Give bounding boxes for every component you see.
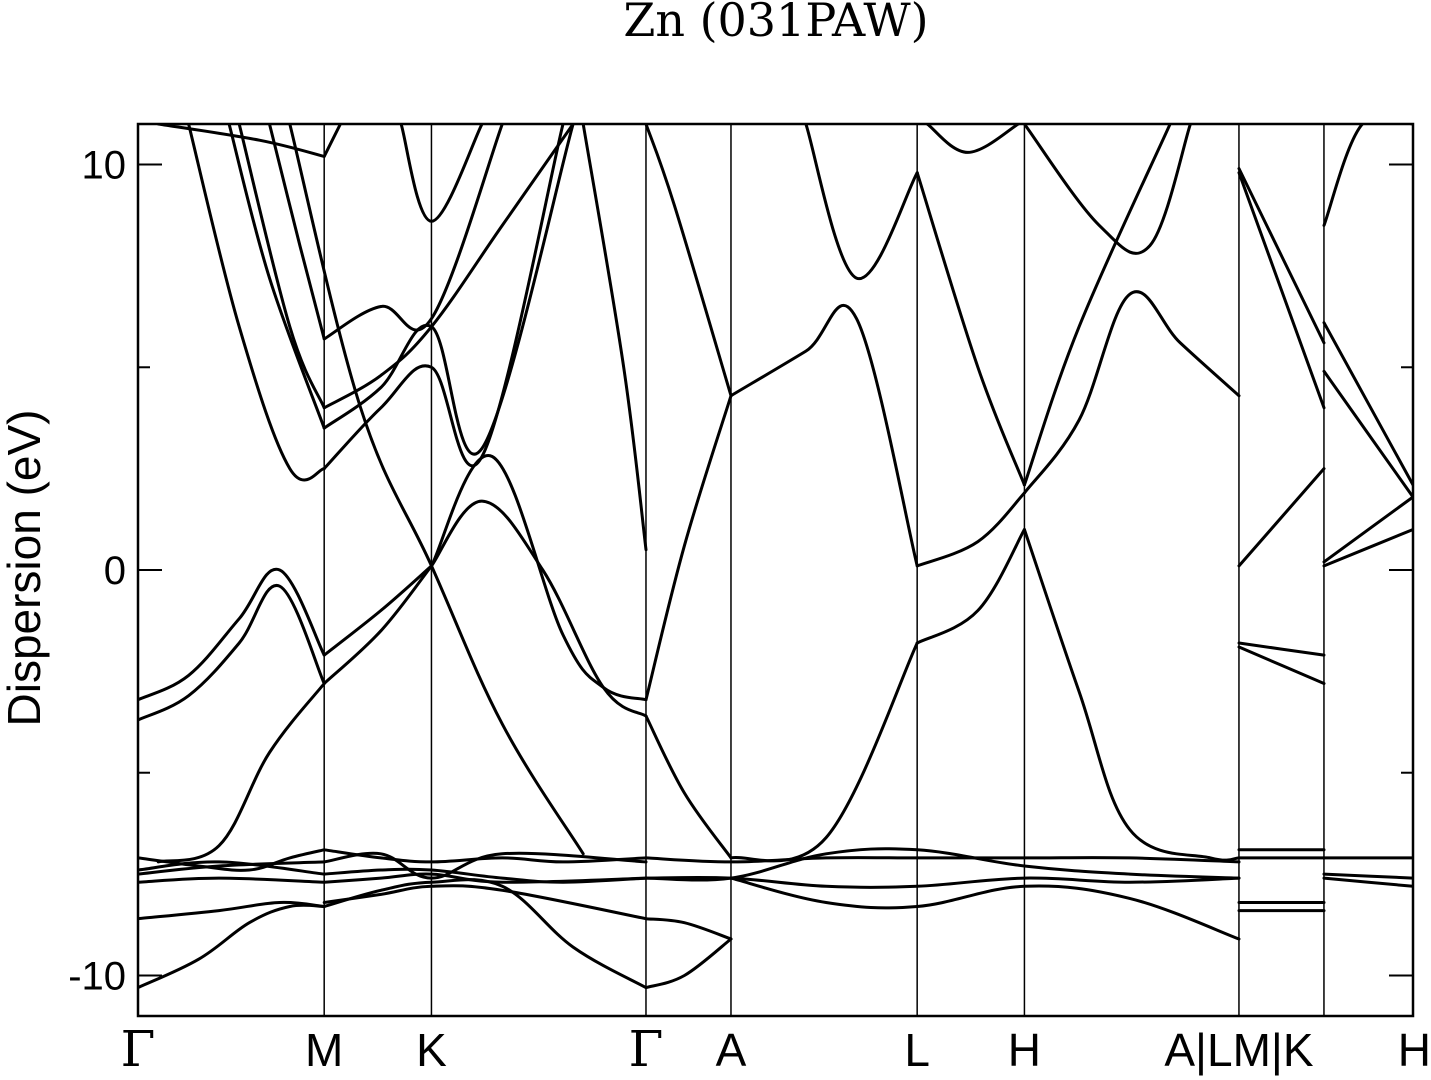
- kpoint-label-8: H: [1398, 1024, 1431, 1076]
- kpoint-label-1: M: [305, 1024, 343, 1076]
- band-line-43: [804, 124, 919, 280]
- band-line-35: [729, 303, 919, 568]
- band-lines: [138, 124, 1413, 990]
- band-line-38: [915, 491, 1026, 568]
- kpoint-label-3: Γ: [629, 1020, 664, 1078]
- band-line-37: [915, 528, 1026, 645]
- band-line-32: [288, 124, 585, 856]
- band-line-64: [322, 124, 342, 158]
- band-line-9: [138, 860, 326, 876]
- y-axis-label: Dispersion (eV): [0, 410, 50, 727]
- band-line-8: [138, 876, 326, 884]
- band-line-44: [925, 124, 1020, 154]
- band-line-27: [322, 564, 433, 657]
- kpoint-label-2: K: [416, 1024, 447, 1076]
- band-line-54: [1322, 321, 1413, 487]
- band-line-68: [644, 124, 733, 398]
- band-line-50: [1237, 645, 1326, 685]
- band-line-61: [322, 124, 575, 456]
- band-line-46: [1237, 467, 1326, 568]
- band-line-29: [156, 682, 326, 864]
- band-line-36: [729, 641, 919, 863]
- y-tick-label-1: 0: [104, 549, 126, 593]
- band-line-60: [322, 124, 565, 471]
- plot-frame: [136, 122, 1415, 1018]
- band-line-53: [1322, 369, 1413, 499]
- band-line-45: [1022, 124, 1192, 255]
- band-line-47: [1237, 171, 1326, 410]
- band-line-67: [156, 124, 326, 158]
- band-line-25: [138, 567, 326, 702]
- band-line-23: [1322, 872, 1413, 880]
- band-line-12: [322, 872, 648, 884]
- band-line-66: [581, 124, 648, 552]
- chart-title: Zn (031PAW): [623, 0, 928, 47]
- band-line-26: [138, 584, 326, 722]
- band-line-65: [399, 124, 484, 223]
- band-line-40: [1022, 290, 1241, 495]
- band-line-3: [322, 884, 648, 921]
- band-line-58: [237, 124, 326, 410]
- kpoint-label-4: A: [716, 1024, 747, 1076]
- kpoint-label-7: A|LM|K: [1164, 1024, 1313, 1076]
- band-line-33: [644, 714, 733, 860]
- kpoint-label-0: Γ: [121, 1020, 156, 1078]
- band-line-55: [1322, 124, 1413, 227]
- y-tick-label-0: -10: [68, 954, 126, 998]
- y-axis-ticks: -10 0 10: [68, 144, 1413, 998]
- band-line-14: [644, 856, 1241, 864]
- band-line-59: [268, 124, 326, 341]
- band-line-28: [322, 564, 433, 685]
- band-line-49: [1237, 641, 1326, 657]
- band-line-7: [138, 860, 326, 876]
- band-line-52: [1322, 495, 1413, 564]
- band-line-17: [729, 876, 1241, 941]
- band-line-34: [644, 394, 733, 702]
- band-line-56: [187, 124, 326, 482]
- band-line-57: [227, 124, 326, 430]
- band-line-30: [430, 499, 648, 718]
- band-line-41: [1022, 124, 1172, 487]
- y-tick-label-2: 10: [82, 144, 127, 188]
- band-line-0: [138, 903, 326, 990]
- band-line-24: [1322, 876, 1413, 888]
- band-line-39: [1022, 528, 1241, 862]
- band-line-13: [322, 851, 648, 880]
- kpoint-label-5: L: [904, 1024, 930, 1076]
- band-line-63: [322, 124, 504, 341]
- band-line-31: [430, 454, 648, 702]
- band-line-48: [1237, 167, 1326, 345]
- band-line-51: [1322, 528, 1413, 568]
- kpoint-labels: Γ M K Γ A L H A|LM|K H: [121, 1020, 1431, 1078]
- kpoint-label-6: H: [1008, 1024, 1041, 1076]
- band-line-42: [915, 171, 1026, 487]
- band-line-1: [138, 900, 326, 921]
- band-line-15: [644, 847, 1241, 882]
- band-line-5: [644, 917, 733, 941]
- band-line-4: [644, 937, 733, 990]
- band-line-62: [322, 124, 575, 410]
